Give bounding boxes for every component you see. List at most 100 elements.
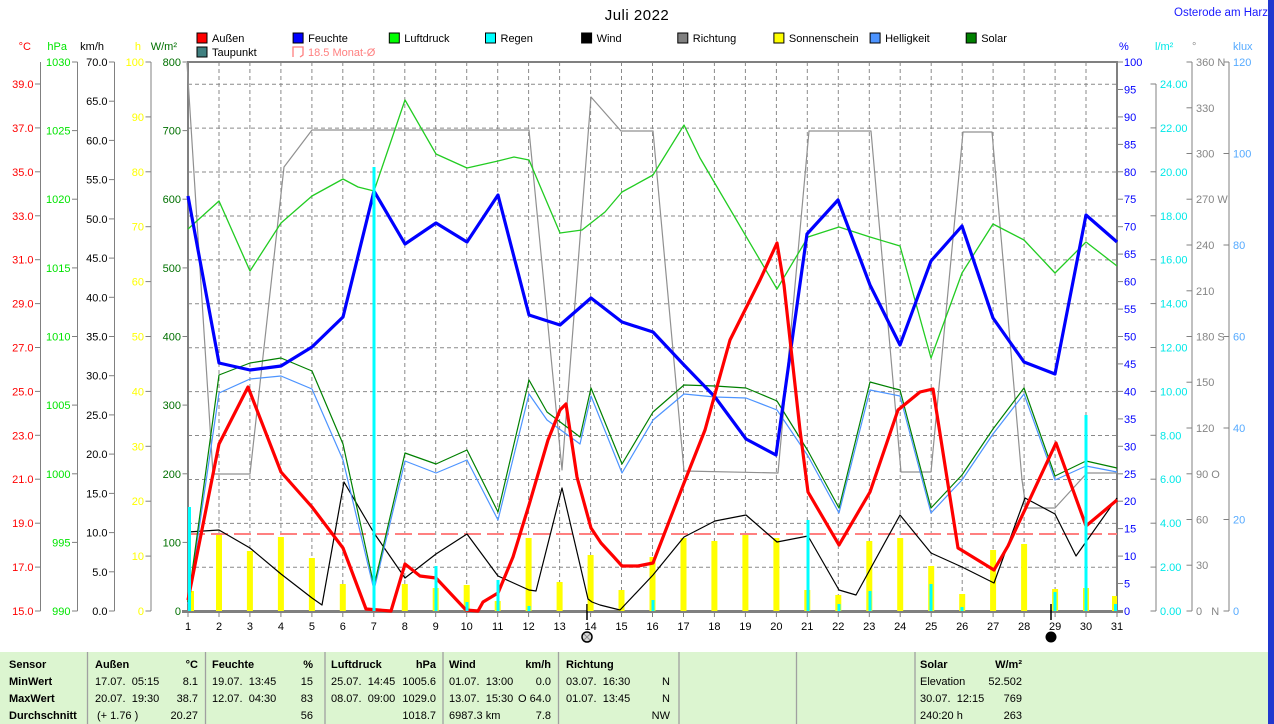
svg-text:8.00: 8.00 — [1160, 430, 1181, 442]
svg-text:13.07. 15:30: 13.07. 15:30 — [449, 693, 513, 705]
svg-text:5: 5 — [309, 621, 315, 633]
svg-text:90 O: 90 O — [1196, 469, 1220, 481]
svg-text:52.502: 52.502 — [988, 676, 1022, 688]
svg-text:O 64.0: O 64.0 — [518, 693, 551, 705]
svg-text:65: 65 — [1124, 249, 1136, 261]
svg-text:60: 60 — [1196, 515, 1208, 527]
svg-text:12.00: 12.00 — [1160, 343, 1188, 355]
svg-text:6.00: 6.00 — [1160, 474, 1181, 486]
svg-text:8: 8 — [402, 621, 408, 633]
svg-text:Sensor: Sensor — [9, 659, 47, 671]
svg-text:30: 30 — [1124, 441, 1136, 453]
svg-text:0.0: 0.0 — [536, 676, 551, 688]
svg-text:180 S: 180 S — [1196, 332, 1225, 344]
svg-text:20: 20 — [1124, 496, 1136, 508]
svg-text:0 N: 0 N — [1196, 606, 1219, 618]
svg-text:15.0: 15.0 — [86, 488, 107, 500]
svg-text:10: 10 — [1124, 551, 1136, 563]
svg-text:W/m²: W/m² — [151, 41, 178, 53]
svg-text:20.27: 20.27 — [170, 710, 198, 722]
svg-text:W/m²: W/m² — [995, 659, 1022, 671]
svg-text:Richtung: Richtung — [693, 33, 736, 45]
svg-text:15: 15 — [615, 621, 627, 633]
svg-text:22.00: 22.00 — [1160, 123, 1188, 135]
svg-text:2: 2 — [216, 621, 222, 633]
svg-text:24: 24 — [894, 621, 906, 633]
svg-text:klux: klux — [1233, 41, 1253, 53]
svg-text:29: 29 — [1049, 621, 1061, 633]
svg-text:27: 27 — [987, 621, 999, 633]
svg-text:35: 35 — [1124, 414, 1136, 426]
svg-text:Elevation: Elevation — [920, 676, 965, 688]
svg-text:0: 0 — [138, 606, 144, 618]
svg-text:60.0: 60.0 — [86, 135, 107, 147]
svg-text:995: 995 — [52, 537, 70, 549]
svg-text:28: 28 — [1018, 621, 1030, 633]
svg-text:Solar: Solar — [920, 659, 948, 671]
svg-text:0: 0 — [175, 606, 181, 618]
svg-text:75: 75 — [1124, 194, 1136, 206]
svg-text:70.0: 70.0 — [86, 57, 107, 69]
svg-text:90: 90 — [1124, 112, 1136, 124]
svg-text:0: 0 — [1124, 606, 1130, 618]
svg-text:25: 25 — [1124, 469, 1136, 481]
svg-text:100: 100 — [163, 537, 181, 549]
svg-text:h: h — [135, 41, 141, 53]
svg-text:23: 23 — [863, 621, 875, 633]
svg-text:Wind: Wind — [597, 33, 622, 45]
svg-text:22: 22 — [832, 621, 844, 633]
svg-text:100: 100 — [126, 57, 144, 69]
svg-text:21: 21 — [801, 621, 813, 633]
svg-text:24.00: 24.00 — [1160, 79, 1188, 91]
svg-text:03.07. 16:30: 03.07. 16:30 — [566, 676, 630, 688]
svg-text:30: 30 — [132, 441, 144, 453]
svg-text:80: 80 — [132, 167, 144, 179]
svg-text:Solar: Solar — [981, 33, 1007, 45]
svg-text:55.0: 55.0 — [86, 175, 107, 187]
svg-text:60: 60 — [1124, 277, 1136, 289]
svg-text:31: 31 — [1111, 621, 1123, 633]
svg-text:10: 10 — [461, 621, 473, 633]
svg-text:NW: NW — [652, 710, 671, 722]
svg-text:Außen: Außen — [95, 659, 130, 671]
svg-text:1020: 1020 — [46, 194, 70, 206]
svg-text:769: 769 — [1004, 693, 1022, 705]
svg-text:1025: 1025 — [46, 126, 70, 138]
svg-text:60: 60 — [132, 277, 144, 289]
svg-text:5.0: 5.0 — [92, 567, 107, 579]
svg-text:10.00: 10.00 — [1160, 386, 1188, 398]
svg-text:40.0: 40.0 — [86, 292, 107, 304]
svg-text:1029.0: 1029.0 — [402, 693, 436, 705]
svg-text:35.0: 35.0 — [12, 167, 33, 179]
svg-text:50.0: 50.0 — [86, 214, 107, 226]
svg-text:Richtung: Richtung — [566, 659, 614, 671]
svg-text:Luftdruck: Luftdruck — [404, 33, 450, 45]
svg-text:20: 20 — [770, 621, 782, 633]
svg-text:70: 70 — [132, 222, 144, 234]
svg-text:80: 80 — [1233, 240, 1245, 252]
svg-text:18.5 Monat-Ø: 18.5 Monat-Ø — [308, 47, 376, 59]
svg-text:25.0: 25.0 — [12, 386, 33, 398]
svg-text:23.0: 23.0 — [12, 430, 33, 442]
svg-text:19: 19 — [739, 621, 751, 633]
svg-text:1015: 1015 — [46, 263, 70, 275]
svg-text:19.0: 19.0 — [12, 518, 33, 530]
svg-text:25.0: 25.0 — [86, 410, 107, 422]
svg-text:40: 40 — [132, 386, 144, 398]
svg-text:800: 800 — [163, 57, 181, 69]
svg-text:MaxWert: MaxWert — [9, 693, 55, 705]
svg-text:Juli 2022: Juli 2022 — [605, 7, 670, 24]
svg-text:7: 7 — [371, 621, 377, 633]
svg-text:15: 15 — [301, 676, 313, 688]
svg-text:MinWert: MinWert — [9, 676, 53, 688]
svg-text:Luftdruck: Luftdruck — [331, 659, 383, 671]
svg-text:1005: 1005 — [46, 400, 70, 412]
svg-text:14: 14 — [584, 621, 596, 633]
svg-text:38.7: 38.7 — [177, 693, 198, 705]
svg-text:13: 13 — [553, 621, 565, 633]
svg-text:°C: °C — [19, 41, 31, 53]
svg-text:25.07. 14:45: 25.07. 14:45 — [331, 676, 395, 688]
svg-text:%: % — [303, 659, 313, 671]
svg-text:1030: 1030 — [46, 57, 70, 69]
svg-text:3: 3 — [247, 621, 253, 633]
